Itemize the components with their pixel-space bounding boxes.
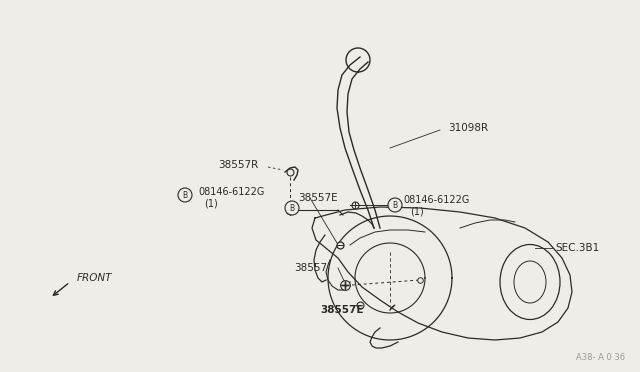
Text: 08146-6122G: 08146-6122G bbox=[198, 187, 264, 197]
Text: (1): (1) bbox=[204, 198, 218, 208]
Circle shape bbox=[178, 188, 192, 202]
Text: 38557: 38557 bbox=[294, 263, 327, 273]
Text: B: B bbox=[392, 201, 397, 209]
Text: 38557E: 38557E bbox=[298, 193, 338, 203]
Text: A38- A 0 36: A38- A 0 36 bbox=[576, 353, 625, 362]
Circle shape bbox=[285, 201, 299, 215]
Text: FRONT: FRONT bbox=[77, 273, 113, 283]
Text: 31098R: 31098R bbox=[448, 123, 488, 133]
Text: 38557R: 38557R bbox=[218, 160, 259, 170]
Text: B: B bbox=[289, 203, 294, 212]
Text: B: B bbox=[182, 190, 188, 199]
Text: SEC.3B1: SEC.3B1 bbox=[555, 243, 599, 253]
Text: (1): (1) bbox=[410, 206, 424, 216]
Text: 08146-6122G: 08146-6122G bbox=[403, 195, 469, 205]
Text: 38557E: 38557E bbox=[320, 305, 364, 315]
Circle shape bbox=[388, 198, 402, 212]
